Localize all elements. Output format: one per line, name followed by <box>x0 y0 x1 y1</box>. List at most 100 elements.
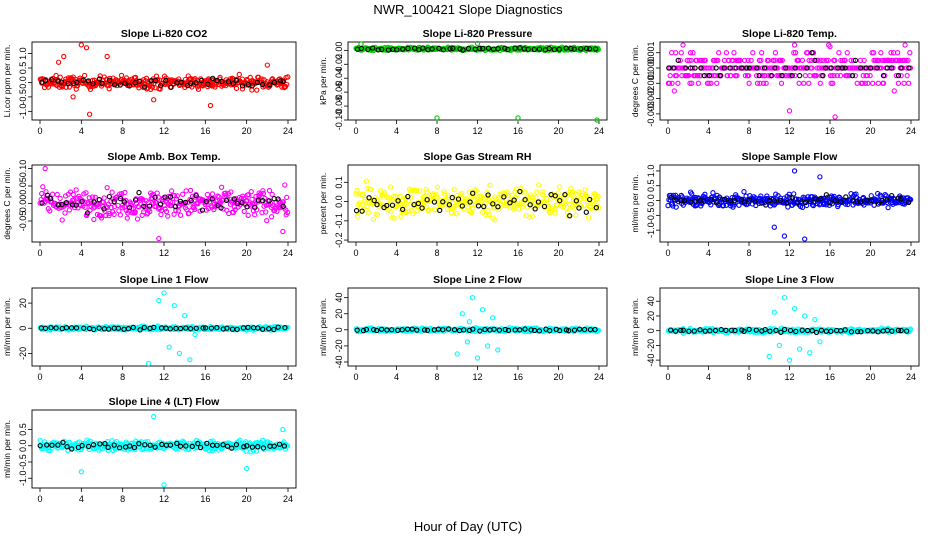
outlier-point <box>61 53 67 60</box>
data-point <box>870 50 877 56</box>
data-point <box>715 57 721 64</box>
data-point <box>576 189 582 195</box>
x-tick-label: 20 <box>242 494 252 504</box>
data-point-black <box>358 45 365 52</box>
data-point <box>217 74 223 81</box>
y-tick-label: -0.003 <box>646 101 656 127</box>
data-point-black <box>895 195 902 201</box>
data-point-black <box>168 84 174 90</box>
data-point-black <box>163 77 169 84</box>
data-point <box>818 57 824 64</box>
data-point-black <box>739 65 745 71</box>
data-point <box>83 190 89 196</box>
data-point-black <box>875 201 882 207</box>
panel-title: Slope Li-820 CO2 <box>121 28 208 40</box>
data-point <box>759 50 765 56</box>
data-point <box>673 204 679 210</box>
data-point <box>495 206 502 212</box>
y-tick-label: -1.0 <box>18 104 28 120</box>
data-point <box>451 186 457 193</box>
data-point <box>801 80 807 86</box>
data-point <box>268 214 275 220</box>
data-point-black <box>501 194 507 200</box>
data-point <box>264 217 270 224</box>
data-point-black <box>754 65 760 71</box>
data-point-black <box>741 199 748 205</box>
data-point <box>779 57 785 64</box>
data-point <box>675 80 681 86</box>
data-point <box>260 188 266 194</box>
x-tick-label: 16 <box>513 248 523 258</box>
data-point <box>879 57 885 64</box>
data-point <box>183 188 189 194</box>
data-point-black <box>49 77 55 83</box>
data-point <box>62 210 68 216</box>
data-point-black <box>141 203 147 209</box>
x-tick-label: 16 <box>200 494 210 504</box>
outlier-point <box>78 469 84 475</box>
data-point <box>875 80 881 86</box>
data-point <box>229 75 236 81</box>
x-tick-label: 20 <box>865 248 875 258</box>
data-point-black <box>65 80 71 87</box>
data-point-black <box>681 198 688 204</box>
data-point <box>410 210 416 217</box>
x-tick-label: 24 <box>283 494 293 504</box>
data-point-black <box>44 192 51 198</box>
data-point-black <box>888 192 895 199</box>
data-point <box>903 57 909 64</box>
data-point-black <box>769 72 775 79</box>
data-point <box>573 212 579 218</box>
data-point <box>471 195 477 201</box>
data-point <box>893 72 899 79</box>
data-point-black <box>852 57 859 64</box>
data-point-black <box>117 195 124 202</box>
data-point <box>375 212 381 218</box>
data-point-black <box>583 209 589 215</box>
outlier-point <box>156 235 162 242</box>
data-point <box>388 184 394 190</box>
outlier-point <box>495 347 501 353</box>
data-point-black <box>117 82 123 88</box>
data-point-black <box>152 77 159 84</box>
outlier-point <box>161 290 167 296</box>
outlier-point <box>145 360 152 367</box>
y-tick-label: -20 <box>334 339 344 352</box>
x-tick-label: 12 <box>784 248 794 258</box>
data-point-black <box>419 205 425 211</box>
outlier-point <box>280 228 286 235</box>
data-point-black <box>198 77 205 84</box>
y-tick-label: 40 <box>334 293 344 303</box>
outlier-point <box>594 117 600 123</box>
outlier-point <box>791 168 798 174</box>
data-point <box>510 196 516 202</box>
x-tick-label: 0 <box>37 372 42 382</box>
data-point <box>741 57 748 64</box>
data-point-black <box>278 78 284 84</box>
data-point <box>706 80 712 86</box>
x-tick-label: 4 <box>79 372 84 382</box>
x-tick-label: 8 <box>120 494 125 504</box>
data-point-black <box>766 197 773 204</box>
data-point <box>819 65 825 71</box>
data-point <box>163 208 170 215</box>
data-point-black <box>126 83 133 89</box>
data-point <box>484 189 490 196</box>
x-tick-label: 8 <box>120 372 125 382</box>
data-point <box>686 57 692 64</box>
data-point-black <box>551 46 557 53</box>
data-point-black <box>578 46 584 52</box>
y-tick-label: -0.5 <box>18 454 28 470</box>
data-point <box>98 215 105 221</box>
data-point-black <box>157 201 164 207</box>
data-point-black <box>864 197 870 203</box>
data-point-black <box>440 47 447 53</box>
data-point <box>667 72 673 79</box>
x-tick-label: 12 <box>784 126 794 136</box>
data-point-black <box>48 195 54 202</box>
data-point <box>870 80 876 86</box>
data-point <box>441 188 447 195</box>
data-point <box>363 178 370 184</box>
outlier-point <box>156 297 162 304</box>
data-point <box>770 195 777 202</box>
